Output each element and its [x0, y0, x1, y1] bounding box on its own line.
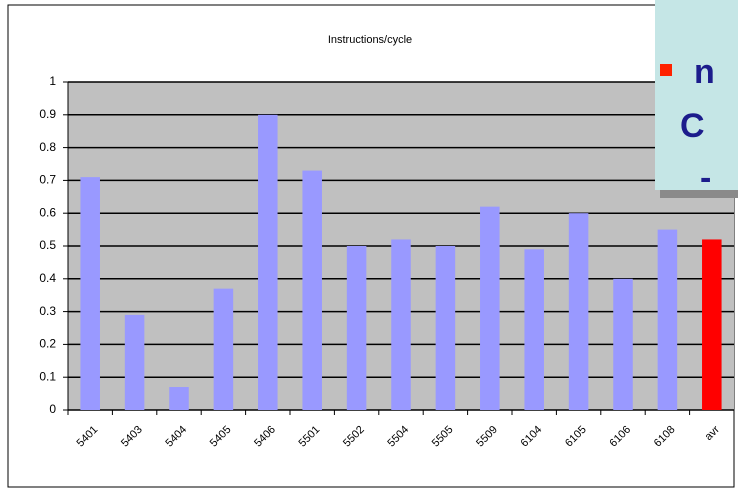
y-tick-label: 0.6: [39, 205, 56, 219]
bar: [613, 278, 633, 410]
y-tick-label: 0.9: [39, 107, 56, 121]
slide-overlay: n C -: [655, 0, 738, 198]
bar: [169, 387, 189, 410]
bar: [524, 249, 544, 410]
y-tick-label: 1: [49, 74, 56, 88]
bar: [568, 213, 589, 410]
y-tick-label: 0.7: [39, 173, 56, 187]
overlay-text: n: [694, 53, 715, 91]
y-tick-label: 0: [49, 402, 56, 416]
y-tick-label: 0.1: [39, 369, 56, 383]
y-tick-label: 0.3: [39, 304, 56, 318]
y-tick-label: 0.5: [39, 238, 56, 252]
bullet: [660, 64, 672, 76]
bar: [702, 239, 722, 410]
bar: [80, 177, 100, 410]
bar: [480, 206, 500, 410]
overlay-box: [655, 0, 738, 190]
overlay-text: C: [680, 107, 705, 145]
bar: [346, 246, 367, 410]
overlay-text: -: [700, 159, 711, 197]
y-tick-label: 0.8: [39, 140, 56, 154]
y-tick-label: 0.2: [39, 337, 56, 351]
bar: [213, 288, 234, 410]
bar: [124, 314, 145, 410]
bar: [258, 114, 278, 411]
bar: [435, 246, 456, 410]
y-tick-label: 0.4: [39, 271, 56, 285]
bar: [302, 170, 322, 410]
bar: [657, 229, 678, 410]
bar: [391, 239, 411, 410]
chart-title: Instructions/cycle: [328, 34, 412, 46]
